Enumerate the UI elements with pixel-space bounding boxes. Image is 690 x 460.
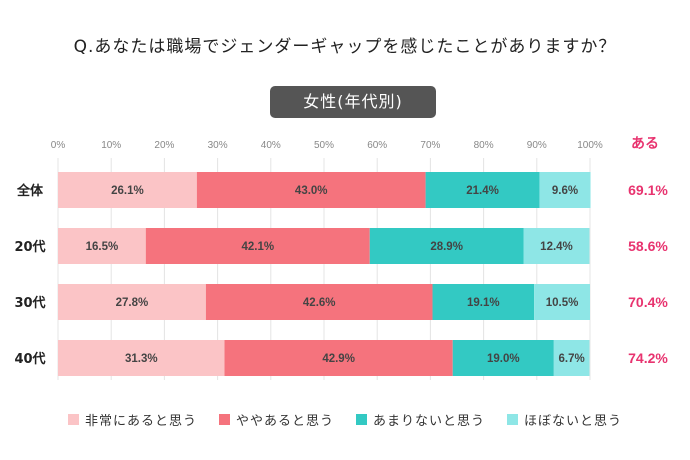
data-label: 12.4% [540, 241, 573, 253]
data-label: 6.7% [559, 353, 585, 365]
data-label: 19.0% [487, 353, 520, 365]
aru-value: 58.6% [628, 238, 668, 254]
aru-value: 70.4% [628, 294, 668, 310]
x-tick-label: 10% [101, 140, 121, 151]
bar-segment [145, 228, 370, 264]
data-label: 27.8% [116, 297, 149, 309]
data-label: 42.9% [322, 353, 355, 365]
aru-value: 69.1% [628, 182, 668, 198]
bar-segment [539, 172, 591, 208]
legend-label: あまりないと思う [373, 414, 486, 429]
data-label: 9.6% [552, 185, 578, 197]
legend-item: 非常にあると思う [67, 410, 197, 429]
x-tick-label: 0% [51, 140, 66, 151]
bar-segment [432, 284, 535, 320]
data-label: 19.1% [467, 297, 500, 309]
x-tick-label: 90% [527, 140, 547, 151]
x-tick-label: 50% [314, 140, 334, 151]
bar-segment [196, 172, 426, 208]
bar-segment [523, 228, 590, 264]
bar-segment [58, 284, 206, 320]
legend-swatch [507, 414, 519, 425]
data-label: 10.5% [546, 297, 579, 309]
bar-segment [58, 172, 197, 208]
data-label: 42.6% [303, 297, 336, 309]
aru-column-header: ある [631, 136, 659, 152]
bar-segment [534, 284, 590, 320]
bar-segment [224, 340, 453, 376]
x-tick-label: 80% [474, 140, 494, 151]
bar-segment [369, 228, 524, 264]
data-label: 28.9% [430, 241, 463, 253]
bar-segment [452, 340, 554, 376]
x-tick-label: 30% [208, 140, 228, 151]
bar-segment [58, 340, 225, 376]
legend: 非常にあると思う ややあると思う あまりないと思う ほぼないと思う [0, 410, 690, 429]
category-label: 全体 [16, 183, 44, 199]
legend-label: 非常にあると思う [84, 414, 197, 429]
aru-value: 74.2% [628, 350, 668, 366]
legend-item: ほぼないと思う [507, 410, 622, 429]
bar-segment [205, 284, 433, 320]
legend-label: ほぼないと思う [524, 414, 623, 429]
data-label: 42.1% [241, 241, 274, 253]
bar-segment [425, 172, 540, 208]
legend-swatch [67, 414, 79, 425]
data-label: 21.4% [466, 185, 499, 197]
category-label: 20代 [14, 239, 45, 255]
data-label: 43.0% [295, 185, 328, 197]
legend-label: ややあると思う [235, 414, 334, 429]
legend-item: あまりないと思う [356, 410, 485, 429]
bar-segment [553, 340, 590, 376]
subtitle-badge: 女性(年代別) [270, 86, 436, 118]
data-label: 26.1% [111, 185, 144, 197]
x-tick-label: 60% [367, 140, 387, 151]
data-label: 16.5% [86, 241, 119, 253]
data-label: 31.3% [125, 353, 158, 365]
question-title: Q.あなたは職場でジェンダーギャップを感じたことがありますか？ [73, 37, 617, 57]
x-tick-label: 20% [154, 140, 174, 151]
x-tick-label: 70% [420, 140, 440, 151]
bar-segment [58, 228, 146, 264]
legend-item: ややあると思う [218, 410, 334, 429]
x-tick-label: 40% [261, 140, 281, 151]
legend-swatch [356, 414, 367, 425]
legend-swatch [218, 414, 230, 425]
category-label: 40代 [14, 351, 45, 367]
x-tick-label: 100% [577, 140, 603, 151]
category-label: 30代 [14, 295, 45, 311]
